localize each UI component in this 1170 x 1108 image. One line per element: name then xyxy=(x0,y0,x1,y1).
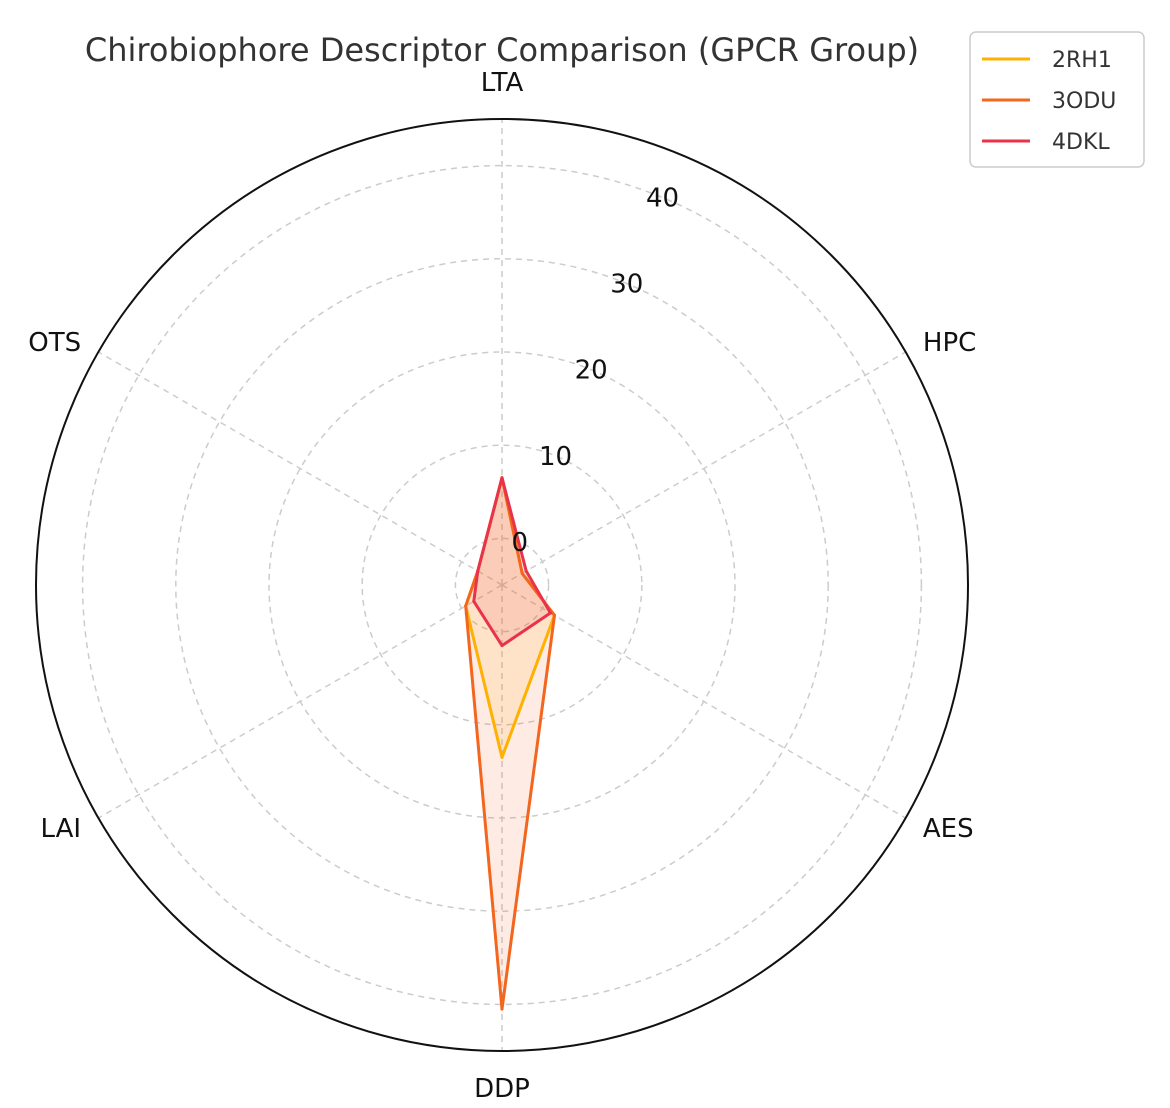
series-fill-4dkl xyxy=(473,477,551,646)
axis-label-hpc: HPC xyxy=(923,328,976,358)
grid-spoke xyxy=(98,584,503,819)
axis-label-ots: OTS xyxy=(28,328,81,358)
r-tick-label: 10 xyxy=(539,442,572,472)
grid-circle xyxy=(175,258,829,912)
data-point xyxy=(500,1007,504,1011)
grid-circle xyxy=(81,164,923,1006)
data-point xyxy=(524,569,528,573)
axis-label-lai: LAI xyxy=(41,814,82,844)
data-point xyxy=(500,755,504,759)
grid-spoke xyxy=(98,351,503,586)
r-tick-label: 20 xyxy=(575,356,608,386)
chart-title: Chirobiophore Descriptor Comparison (GPC… xyxy=(85,31,919,69)
data-point xyxy=(500,476,504,480)
grid-spoke xyxy=(501,584,906,819)
series-fill-3odu xyxy=(465,477,555,1010)
axis-label-aes: AES xyxy=(923,814,974,844)
series-layer xyxy=(464,476,556,1011)
data-point xyxy=(464,604,468,608)
legend-label-3odu: 3ODU xyxy=(1052,89,1116,114)
data-point xyxy=(500,644,504,648)
grid-circle xyxy=(454,537,550,633)
data-point xyxy=(553,613,556,617)
data-point xyxy=(476,569,480,573)
data-point xyxy=(520,571,524,575)
axis-label-layer: 0 10 20 30 40 LTA HPC AES DDP LAI OTS xyxy=(28,68,976,1104)
grid-circle xyxy=(361,444,643,726)
r-tick-label: 0 xyxy=(512,528,529,558)
axis-label-ddp: DDP xyxy=(474,1074,530,1104)
data-point xyxy=(548,611,552,615)
r-tick-label: 40 xyxy=(646,184,679,214)
data-point xyxy=(472,599,476,603)
legend: 2RH1 3ODU 4DKL xyxy=(969,31,1145,168)
r-tick-label: 30 xyxy=(610,270,643,300)
legend-box xyxy=(969,31,1145,168)
legend-label-4dkl: 4DKL xyxy=(1052,130,1110,155)
grid-spoke xyxy=(501,351,906,586)
legend-label-2rh1: 2RH1 xyxy=(1052,48,1112,73)
polar-frame xyxy=(35,118,969,1052)
axis-label-lta: LTA xyxy=(481,68,524,98)
series-fill-2rh1 xyxy=(465,477,555,758)
polar-grid xyxy=(35,118,969,1052)
